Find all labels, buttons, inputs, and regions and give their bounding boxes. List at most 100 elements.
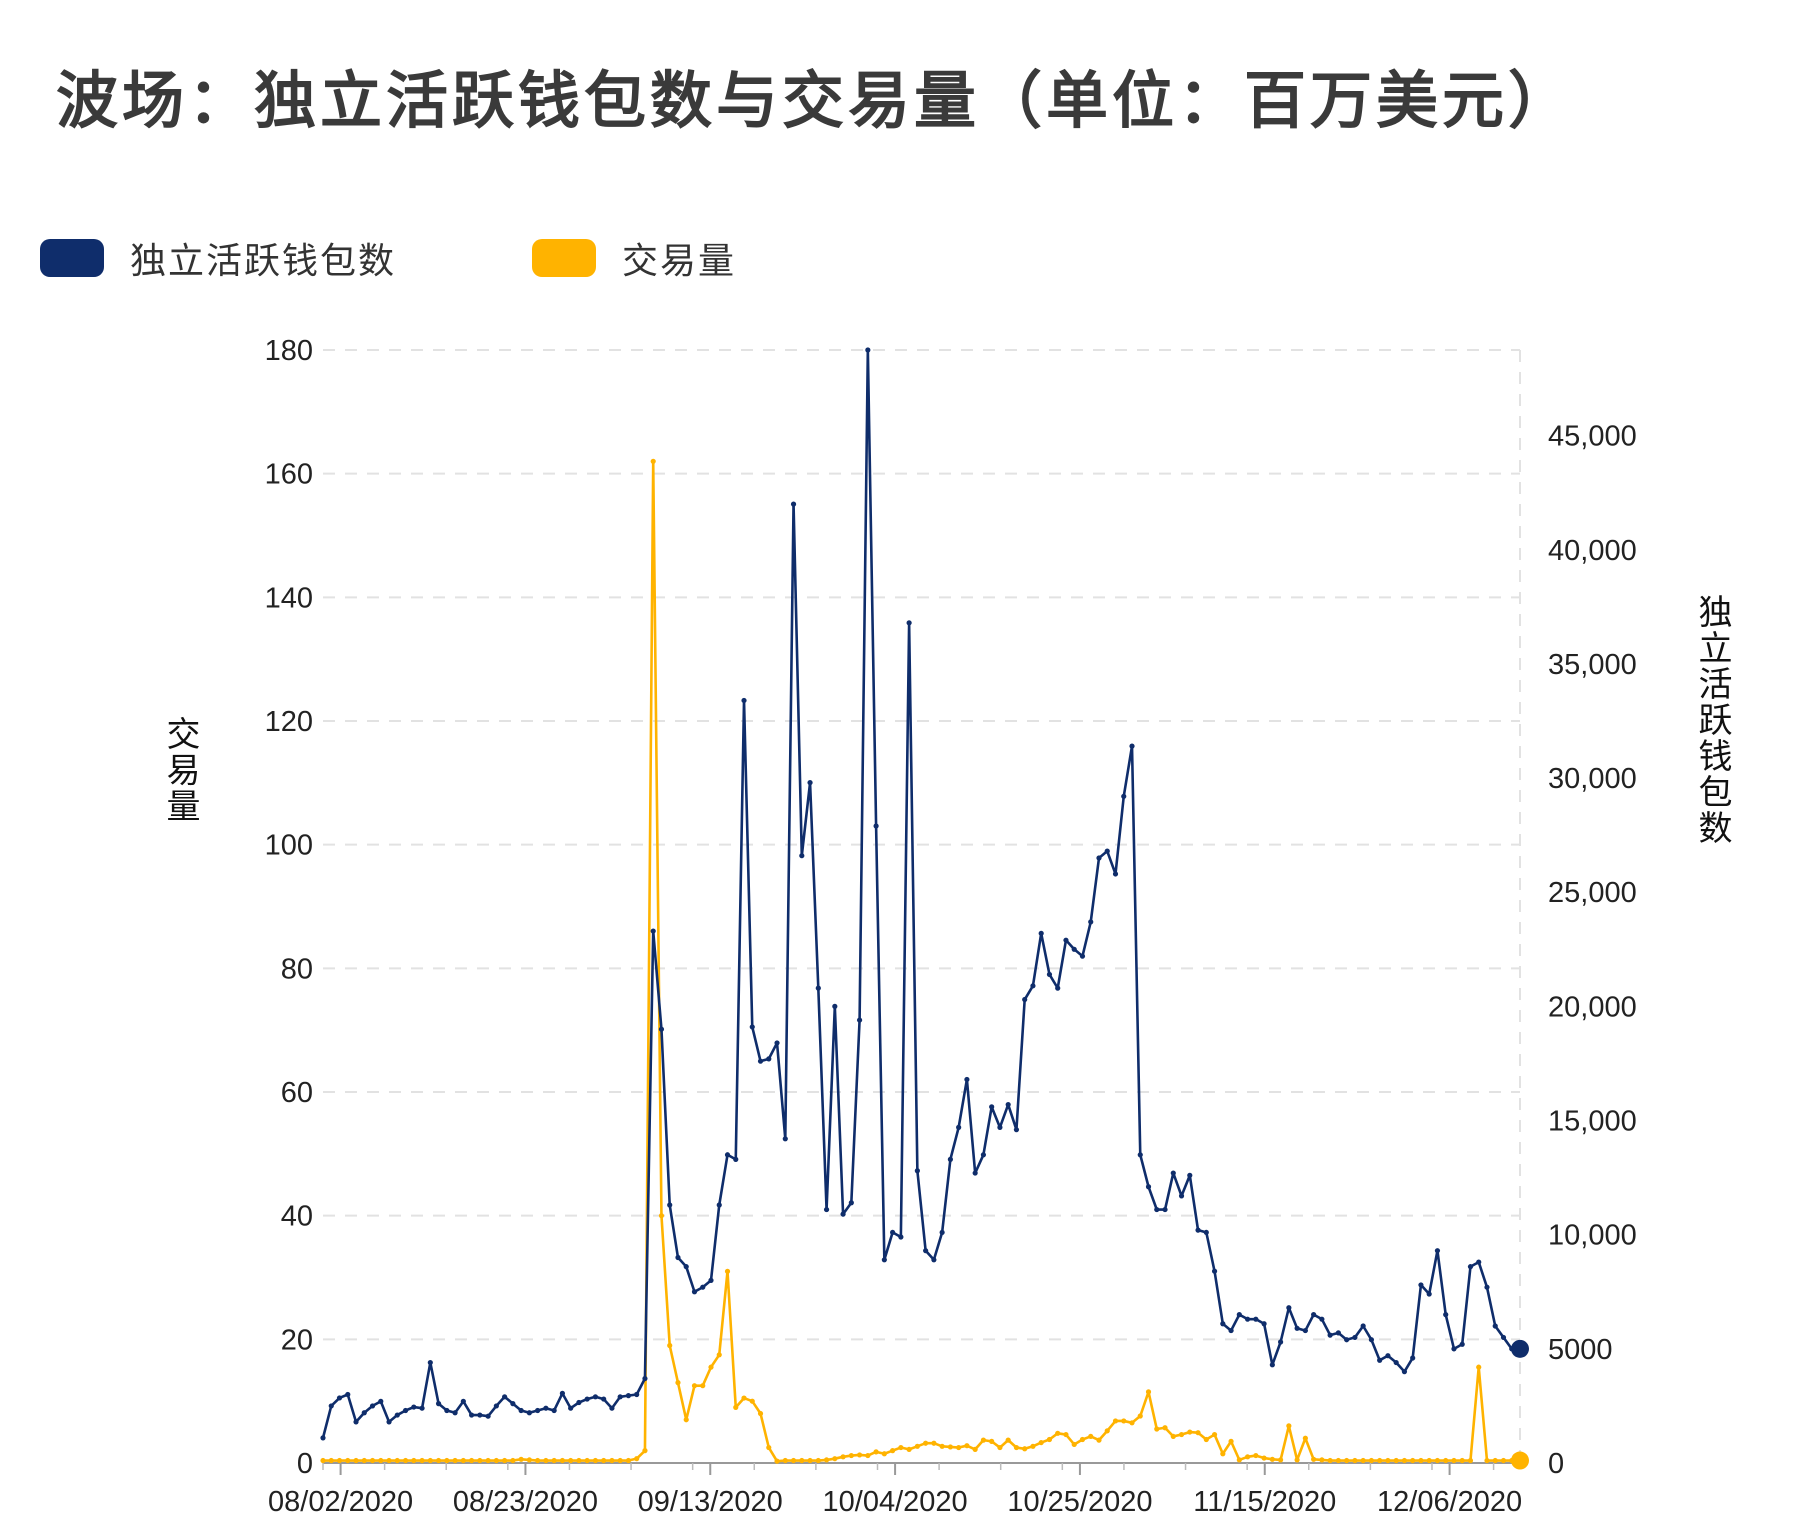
data-point: [444, 1457, 450, 1464]
data-point: [411, 1457, 417, 1464]
data-point: [386, 1457, 392, 1464]
data-point: [1195, 1227, 1201, 1233]
left-tick-label: 180: [265, 335, 313, 367]
data-point: [1261, 1455, 1267, 1461]
data-point: [1088, 919, 1094, 925]
data-point: [559, 1457, 566, 1464]
data-point: [378, 1457, 384, 1464]
series-end-marker: [1511, 1451, 1529, 1470]
data-point: [361, 1410, 367, 1416]
data-point: [757, 1058, 764, 1064]
data-point: [1476, 1259, 1482, 1265]
data-point: [667, 1202, 673, 1208]
data-point: [1418, 1282, 1424, 1288]
data-point: [320, 1457, 326, 1464]
data-point: [906, 620, 912, 626]
data-point: [1055, 1430, 1061, 1436]
data-point: [799, 853, 805, 859]
left-tick-label: 120: [265, 706, 313, 738]
data-point: [568, 1457, 574, 1464]
data-point: [1228, 1327, 1234, 1334]
data-point: [435, 1401, 442, 1407]
left-tick-label: 100: [265, 830, 313, 862]
data-point: [667, 1342, 673, 1349]
data-point: [411, 1404, 417, 1410]
data-point: [650, 928, 656, 934]
data-point: [394, 1412, 400, 1418]
data-point: [700, 1383, 706, 1389]
data-point: [1393, 1359, 1399, 1366]
data-point: [774, 1040, 780, 1046]
legend-item-wallets[interactable]: 独立活跃钱包数: [40, 232, 396, 284]
data-point: [1401, 1457, 1408, 1464]
data-point: [1344, 1337, 1350, 1343]
gridlines: [323, 349, 1521, 1464]
data-point: [972, 1446, 978, 1452]
data-point: [1137, 1152, 1143, 1158]
data-point: [386, 1419, 392, 1425]
data-point: [1145, 1184, 1152, 1190]
data-point: [823, 1457, 830, 1463]
data-point: [691, 1383, 698, 1389]
data-point: [881, 1451, 887, 1457]
data-point: [1121, 793, 1127, 799]
data-point: [1211, 1268, 1218, 1274]
data-point: [526, 1410, 532, 1416]
data-point: [609, 1457, 615, 1464]
data-point: [691, 1289, 698, 1295]
data-point: [1311, 1456, 1317, 1462]
data-point: [1434, 1248, 1441, 1254]
data-point: [1055, 985, 1061, 991]
data-point: [1459, 1457, 1465, 1464]
data-point: [369, 1403, 376, 1409]
data-point: [1327, 1457, 1333, 1464]
data-point: [741, 697, 747, 704]
data-point: [832, 1003, 838, 1009]
data-point: [823, 1206, 830, 1213]
data-point: [477, 1457, 483, 1464]
legend-item-volume[interactable]: 交易量: [532, 232, 736, 284]
data-point: [609, 1405, 615, 1411]
data-point: [1178, 1193, 1185, 1199]
data-point: [1079, 953, 1086, 959]
right-tick-label: 10,000: [1548, 1220, 1637, 1252]
right-tick-label: 15,000: [1548, 1106, 1637, 1138]
data-point: [980, 1152, 987, 1158]
data-point: [923, 1440, 929, 1446]
data-point: [815, 1457, 821, 1464]
left-tick-label: 60: [281, 1077, 313, 1109]
data-point: [642, 1448, 648, 1454]
data-point: [543, 1457, 549, 1464]
data-point: [435, 1457, 442, 1464]
data-point: [1344, 1457, 1350, 1464]
data-point: [1121, 1418, 1127, 1424]
data-point: [452, 1410, 458, 1416]
data-point: [584, 1457, 590, 1464]
data-point: [815, 985, 821, 991]
data-point: [518, 1456, 524, 1462]
data-point: [601, 1396, 607, 1402]
right-tick-label: 45,000: [1548, 421, 1637, 453]
data-point: [1170, 1433, 1176, 1440]
data-point: [997, 1444, 1003, 1451]
data-point: [840, 1454, 846, 1460]
right-tick-label: 25,000: [1548, 877, 1637, 909]
data-point: [551, 1457, 557, 1464]
data-point: [1360, 1457, 1366, 1464]
data-point: [477, 1412, 483, 1418]
data-point: [997, 1124, 1003, 1130]
left-axis-label: 交易量: [160, 716, 200, 824]
data-point: [873, 823, 879, 829]
data-point: [1278, 1457, 1284, 1463]
x-tick-label: 08/23/2020: [453, 1486, 598, 1518]
data-point: [906, 1446, 912, 1452]
right-tick-label: 5000: [1548, 1334, 1613, 1366]
data-point: [1022, 996, 1028, 1003]
data-point: [1360, 1323, 1366, 1329]
data-point: [328, 1457, 334, 1464]
data-point: [931, 1440, 937, 1446]
data-point: [1368, 1457, 1375, 1464]
data-point: [336, 1395, 343, 1401]
data-point: [1154, 1426, 1160, 1432]
